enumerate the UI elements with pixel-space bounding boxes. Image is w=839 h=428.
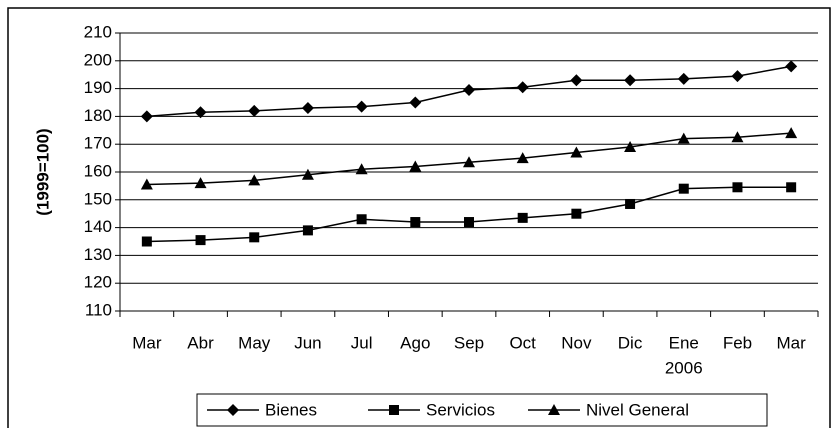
x-tick-label: Feb: [723, 333, 752, 352]
y-tick-label: 130: [84, 245, 112, 264]
data-point: [731, 70, 744, 83]
y-tick-label: 190: [84, 78, 112, 97]
data-point: [409, 96, 422, 109]
data-point: [355, 100, 368, 113]
legend-marker: [548, 404, 560, 415]
y-tick-label: 180: [84, 106, 112, 125]
y-tick-label: 160: [84, 161, 112, 180]
data-point: [517, 212, 528, 223]
data-point: [570, 146, 583, 158]
series-line: [146, 186, 792, 243]
x-tick-label: Dic: [618, 333, 643, 352]
x-tick-label: Ago: [400, 333, 430, 352]
legend-label: Servicios: [426, 400, 495, 419]
data-point: [355, 163, 368, 175]
data-point: [463, 156, 475, 168]
data-point: [301, 168, 314, 180]
y-tick-label: 120: [84, 273, 112, 292]
x-tick-label: May: [238, 333, 271, 352]
data-point: [140, 178, 153, 190]
data-point: [624, 140, 637, 152]
data-point: [570, 74, 583, 87]
data-point: [516, 152, 529, 164]
data-point: [464, 217, 474, 228]
y-tick-label: 200: [84, 50, 112, 69]
x-tick-label: Jun: [294, 333, 321, 352]
data-point: [141, 236, 152, 247]
legend-marker: [389, 405, 399, 415]
data-point: [625, 198, 636, 209]
data-point: [409, 160, 422, 172]
data-point: [624, 74, 637, 87]
data-point: [194, 177, 207, 189]
data-point: [140, 110, 153, 123]
legend-label: Bienes: [265, 400, 317, 419]
data-point: [731, 131, 744, 143]
data-point: [785, 60, 798, 73]
y-tick-label: 150: [84, 189, 112, 208]
y-tick-label: 210: [84, 22, 112, 41]
data-point: [302, 225, 313, 236]
legend-label: Nivel General: [586, 400, 689, 419]
data-point: [571, 208, 582, 219]
y-tick-label: 110: [85, 300, 112, 319]
x-tick-label: Mar: [777, 333, 807, 352]
data-point: [410, 217, 421, 228]
y-tick-label: 170: [84, 134, 112, 153]
data-point: [677, 72, 690, 85]
data-point: [678, 183, 689, 194]
x-tick-label: Jul: [351, 333, 373, 352]
chart-frame: [7, 7, 831, 428]
data-point: [732, 182, 743, 193]
data-point: [786, 182, 797, 193]
y-tick-label: 140: [84, 217, 112, 236]
x-tick-label: Abr: [187, 333, 214, 352]
data-point: [195, 235, 206, 246]
x-tick-label: Mar: [132, 333, 162, 352]
x-tick-sublabel: 2006: [665, 358, 703, 377]
data-point: [463, 83, 475, 96]
x-tick-label: Oct: [509, 333, 536, 352]
y-axis-label: (1999=100): [33, 128, 52, 215]
data-point: [248, 174, 261, 186]
legend-marker: [227, 404, 239, 416]
data-point: [677, 132, 690, 144]
data-point: [249, 232, 260, 243]
data-point: [785, 127, 798, 139]
x-tick-label: Sep: [454, 333, 484, 352]
data-point: [301, 102, 314, 115]
data-point: [516, 81, 529, 94]
data-point: [194, 106, 207, 119]
x-tick-label: Ene: [669, 333, 699, 352]
data-point: [356, 214, 367, 225]
legend-box: [196, 393, 768, 427]
data-point: [248, 104, 261, 117]
x-tick-label: Nov: [561, 333, 592, 352]
